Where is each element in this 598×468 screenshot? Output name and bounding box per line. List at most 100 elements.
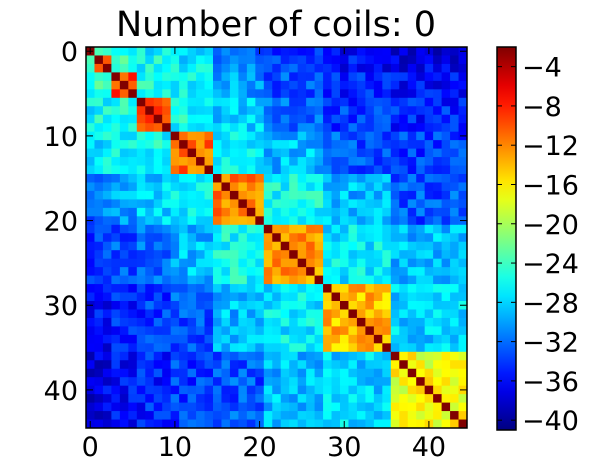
heatmap-cell [136,72,146,82]
heatmap-cell [382,157,392,166]
heatmap-cell [86,207,95,217]
heatmap-cell [213,394,222,403]
heatmap-cell [323,148,332,158]
heatmap-cell [86,140,95,149]
heatmap-cell [179,114,188,124]
heatmap-cell [356,199,366,209]
heatmap-cell [145,224,155,234]
heatmap-cell [433,267,442,276]
heatmap-cell [119,284,129,293]
heatmap-cell [246,419,256,429]
heatmap-cell [196,250,205,260]
heatmap-cell [289,114,299,124]
heatmap-cell [229,402,239,412]
heatmap-cell [162,301,172,310]
heatmap-cell [331,334,341,344]
heatmap-cell [213,55,222,65]
heatmap-cell [390,47,400,56]
heatmap-cell [128,233,138,243]
heatmap-cell [136,267,146,276]
heatmap-cell [331,233,341,243]
heatmap-cell [331,258,341,268]
heatmap-cell [272,241,282,251]
heatmap-cell [94,182,104,192]
heatmap-cell [213,63,222,73]
heatmap-cell [348,351,358,361]
heatmap-cell [179,292,188,302]
heatmap-cell [238,267,248,276]
heatmap-cell [399,360,409,370]
heatmap-cell [102,106,112,116]
heatmap-cell [289,131,299,141]
heatmap-cell [382,80,392,90]
heatmap-cell [280,309,290,319]
heatmap-cell [221,63,231,73]
heatmap-cell [246,326,256,336]
heatmap-cell [136,80,146,90]
heatmap-cell [323,182,332,192]
heatmap-cell [373,233,383,243]
heatmap-cell [407,123,417,133]
heatmap-cell [416,419,426,429]
heatmap-cell [246,123,256,133]
heatmap-cell [170,368,180,378]
heatmap-cell [306,148,315,158]
heatmap-cell [331,385,341,395]
heatmap-cell [187,207,197,217]
heatmap-cell [170,97,180,107]
heatmap-cell [450,131,459,141]
heatmap-cell [289,123,299,133]
heatmap-cell [196,47,205,56]
heatmap-cell [196,224,205,234]
heatmap-cell [246,148,256,158]
heatmap-cell [136,131,146,141]
heatmap-cell [306,267,315,276]
heatmap-cell [94,250,104,260]
heatmap-cell [441,292,451,302]
heatmap-cell [229,284,239,293]
heatmap-cell [170,55,180,65]
heatmap-cell [255,241,265,251]
heatmap-cell [162,241,172,251]
heatmap-cell [458,326,468,336]
heatmap-cell [365,360,375,370]
heatmap-cell [119,343,129,353]
heatmap-cell [382,309,392,319]
heatmap-cell [373,106,383,116]
heatmap-cell [399,275,409,285]
heatmap-cell [390,72,400,82]
heatmap-cell [356,402,366,412]
heatmap-cell [340,351,349,361]
heatmap-cell [246,80,256,90]
heatmap-cell [272,89,282,99]
heatmap-cell [450,284,459,293]
heatmap-cell [136,174,146,183]
heatmap-cell [390,80,400,90]
heatmap-cell [170,309,180,319]
heatmap-cell [314,334,324,344]
heatmap-cell [196,292,205,302]
heatmap-cell [204,284,214,293]
heatmap-cell [128,267,138,276]
heatmap-cell [246,275,256,285]
heatmap-cell [102,360,112,370]
heatmap-cell [145,233,155,243]
heatmap-cell [86,309,95,319]
heatmap-cell [162,351,172,361]
heatmap-cell [323,258,332,268]
heatmap-cell [314,140,324,149]
heatmap-cell [407,190,417,200]
heatmap-cell [331,343,341,353]
heatmap-cell [306,250,315,260]
heatmap-cell [331,309,341,319]
heatmap-cell [170,326,180,336]
heatmap-cell [441,72,451,82]
heatmap-cell [356,250,366,260]
heatmap-cell [145,165,155,175]
heatmap-cell [213,368,222,378]
heatmap-cell [204,402,214,412]
heatmap-cell [458,402,468,412]
heatmap-cell [94,106,104,116]
heatmap-cell [373,199,383,209]
heatmap-cell [450,216,459,226]
